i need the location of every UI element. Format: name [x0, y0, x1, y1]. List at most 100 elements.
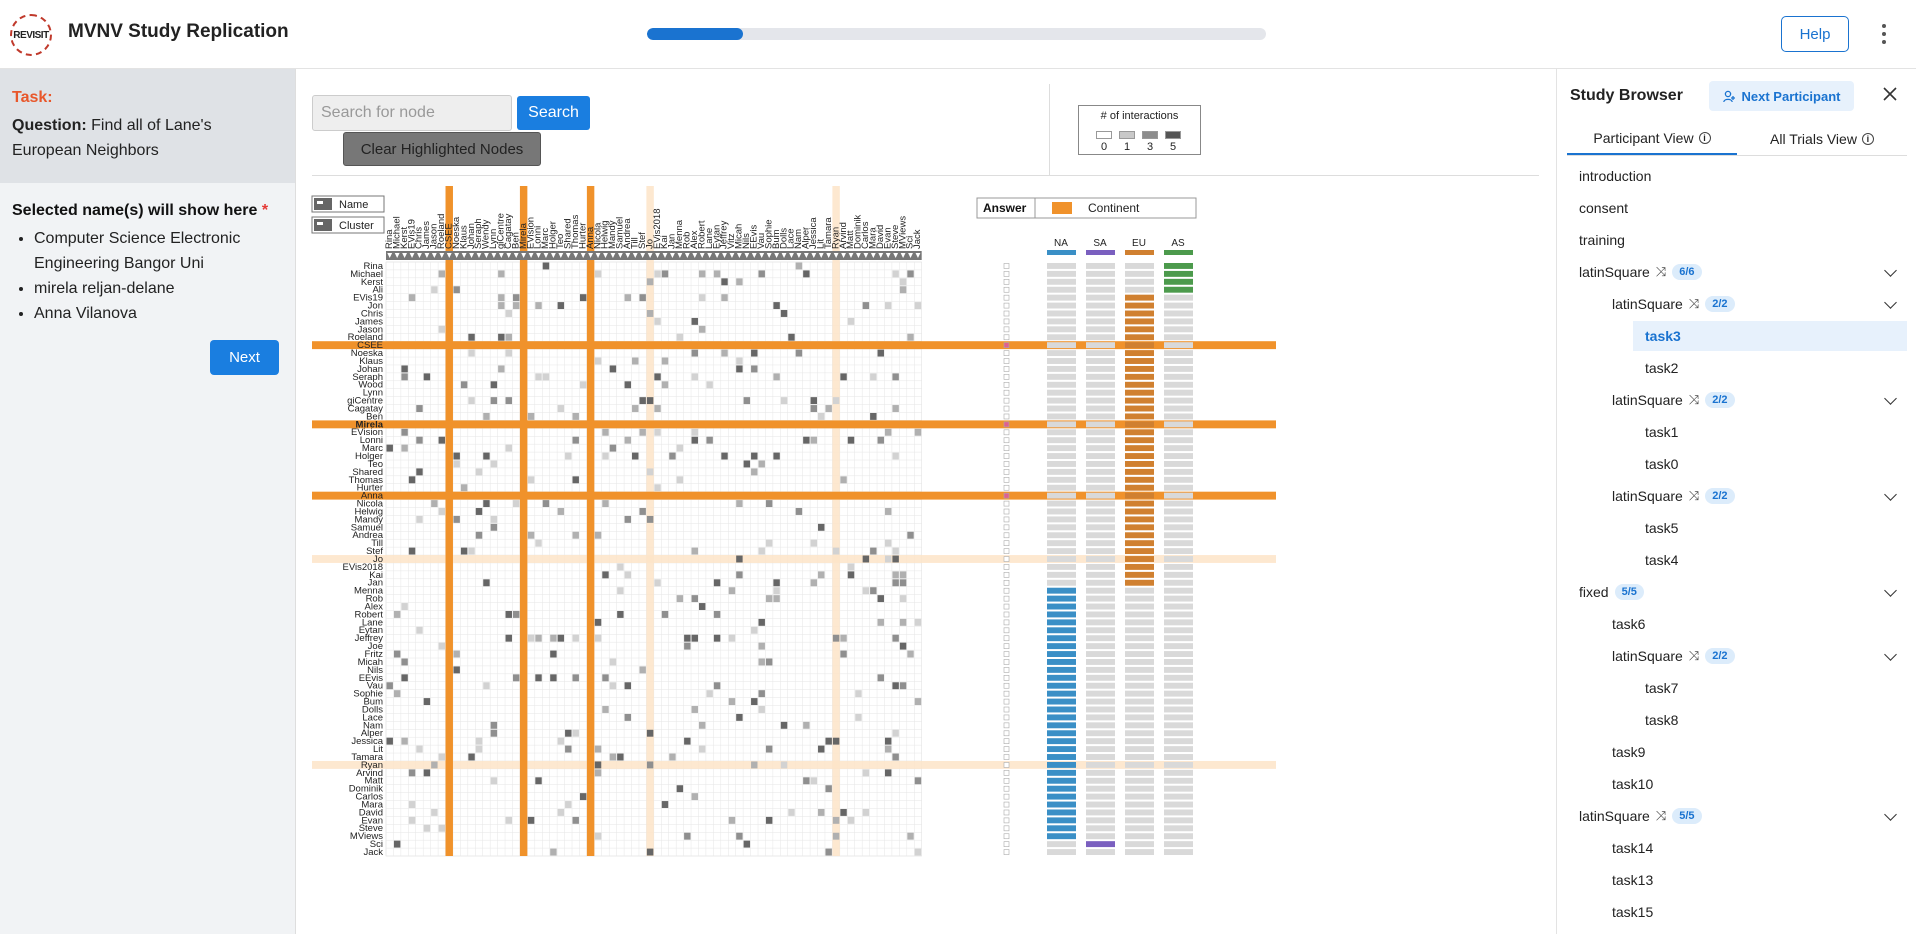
answer-checkbox[interactable] — [1003, 595, 1010, 602]
answer-checkbox[interactable] — [1003, 302, 1010, 309]
answer-checkbox[interactable] — [1003, 603, 1010, 610]
study-tree-item[interactable]: task15 — [1567, 897, 1907, 927]
answer-checkbox[interactable] — [1003, 540, 1010, 547]
study-tree-item[interactable]: task8 — [1567, 705, 1907, 735]
answer-checkbox[interactable] — [1003, 469, 1010, 475]
answer-checkbox[interactable] — [1003, 318, 1010, 325]
answer-checkbox[interactable] — [1003, 698, 1010, 705]
answer-checkbox[interactable] — [1003, 587, 1010, 594]
answer-checkbox[interactable] — [1003, 366, 1010, 372]
tab-all-trials-view[interactable]: All Trials View i — [1737, 123, 1907, 155]
study-tree-item[interactable]: task1 — [1567, 417, 1907, 447]
answer-checkbox[interactable] — [1003, 421, 1010, 428]
answer-checkbox[interactable] — [1003, 445, 1010, 451]
answer-checkbox[interactable] — [1003, 762, 1010, 768]
answer-checkbox[interactable] — [1003, 508, 1010, 515]
answer-checkbox[interactable] — [1003, 334, 1010, 341]
answer-checkbox[interactable] — [1003, 801, 1010, 808]
answer-checkbox[interactable] — [1003, 564, 1010, 570]
answer-checkbox[interactable] — [1003, 627, 1010, 634]
chevron-down-icon[interactable] — [1884, 648, 1897, 661]
answer-checkbox[interactable] — [1003, 484, 1010, 491]
chevron-down-icon[interactable] — [1884, 584, 1897, 597]
answer-checkbox[interactable] — [1003, 556, 1010, 562]
chevron-down-icon[interactable] — [1884, 264, 1897, 277]
answer-checkbox[interactable] — [1003, 841, 1010, 847]
study-tree-item[interactable]: latinSquare ⤨ 2/2 — [1567, 641, 1907, 671]
study-tree-item[interactable]: latinSquare ⤨ 5/5 — [1567, 801, 1907, 831]
study-tree-item[interactable]: task10 — [1567, 769, 1907, 799]
answer-checkbox[interactable] — [1003, 611, 1010, 618]
adjacency-matrix[interactable]: RinaMichaelKerstAliEVis19JonChrisJamesJa… — [0, 0, 1300, 934]
next-button[interactable]: Next — [210, 340, 279, 375]
chevron-down-icon[interactable] — [1884, 808, 1897, 821]
answer-checkbox[interactable] — [1003, 682, 1010, 689]
answer-checkbox[interactable] — [1003, 381, 1010, 388]
answer-checkbox[interactable] — [1003, 579, 1010, 586]
answer-checkbox[interactable] — [1003, 793, 1010, 800]
answer-checkbox[interactable] — [1003, 461, 1010, 467]
study-tree-item[interactable]: task2 — [1567, 353, 1907, 383]
answer-checkbox[interactable] — [1003, 643, 1010, 649]
study-tree-item[interactable]: task0 — [1567, 449, 1907, 479]
answer-checkbox[interactable] — [1003, 572, 1010, 578]
answer-checkbox[interactable] — [1003, 294, 1010, 301]
answer-checkbox[interactable] — [1003, 714, 1010, 721]
answer-checkbox[interactable] — [1003, 706, 1010, 713]
answer-checkbox[interactable] — [1003, 770, 1010, 776]
study-tree-item[interactable]: task5 — [1567, 513, 1907, 543]
answer-checkbox[interactable] — [1003, 437, 1010, 444]
study-tree-item[interactable]: latinSquare ⤨ 6/6 — [1567, 257, 1907, 287]
answer-checkbox[interactable] — [1003, 492, 1010, 499]
answer-checkbox[interactable] — [1003, 849, 1010, 855]
study-tree-item[interactable]: latinSquare ⤨ 2/2 — [1567, 385, 1907, 415]
help-button[interactable]: Help — [1781, 16, 1849, 52]
answer-checkbox[interactable] — [1003, 477, 1010, 483]
chevron-down-icon[interactable] — [1884, 488, 1897, 501]
answer-checkbox[interactable] — [1003, 825, 1010, 832]
study-tree-item[interactable]: task3 — [1633, 321, 1907, 351]
answer-checkbox[interactable] — [1003, 429, 1010, 436]
answer-checkbox[interactable] — [1003, 342, 1010, 349]
study-tree-item[interactable]: task7 — [1567, 673, 1907, 703]
answer-checkbox[interactable] — [1003, 358, 1010, 364]
study-tree-item[interactable]: task6 — [1567, 609, 1907, 639]
answer-checkbox[interactable] — [1003, 785, 1010, 792]
more-options-icon[interactable] — [1872, 20, 1896, 48]
answer-checkbox[interactable] — [1003, 833, 1010, 840]
answer-checkbox[interactable] — [1003, 690, 1010, 697]
answer-checkbox[interactable] — [1003, 263, 1010, 269]
study-tree-item[interactable]: latinSquare ⤨ 2/2 — [1567, 289, 1907, 319]
chevron-down-icon[interactable] — [1884, 296, 1897, 309]
answer-checkbox[interactable] — [1003, 500, 1010, 507]
study-tree-item[interactable]: latinSquare ⤨ 2/2 — [1567, 481, 1907, 511]
study-tree-item[interactable]: task13 — [1567, 865, 1907, 895]
study-tree-item[interactable]: introduction — [1567, 161, 1907, 191]
chevron-down-icon[interactable] — [1884, 392, 1897, 405]
answer-checkbox[interactable] — [1003, 326, 1010, 333]
answer-checkbox[interactable] — [1003, 809, 1010, 816]
answer-checkbox[interactable] — [1003, 777, 1010, 784]
answer-checkbox[interactable] — [1003, 730, 1010, 737]
answer-checkbox[interactable] — [1003, 279, 1010, 285]
study-tree-item[interactable]: training — [1567, 225, 1907, 255]
answer-checkbox[interactable] — [1003, 817, 1010, 824]
answer-checkbox[interactable] — [1003, 374, 1010, 380]
answer-checkbox[interactable] — [1003, 659, 1010, 665]
clear-highlighted-nodes-button[interactable]: Clear Highlighted Nodes — [343, 132, 541, 166]
answer-checkbox[interactable] — [1003, 453, 1010, 459]
answer-checkbox[interactable] — [1003, 524, 1010, 531]
answer-checkbox[interactable] — [1003, 651, 1010, 657]
study-tree-item[interactable]: fixed 5/5 — [1567, 577, 1907, 607]
answer-checkbox[interactable] — [1003, 532, 1010, 539]
answer-checkbox[interactable] — [1003, 413, 1010, 420]
answer-checkbox[interactable] — [1003, 667, 1010, 673]
answer-checkbox[interactable] — [1003, 754, 1010, 760]
answer-checkbox[interactable] — [1003, 310, 1010, 317]
answer-checkbox[interactable] — [1003, 738, 1010, 745]
answer-checkbox[interactable] — [1003, 746, 1010, 752]
answer-checkbox[interactable] — [1003, 722, 1010, 729]
answer-checkbox[interactable] — [1003, 675, 1010, 681]
study-tree-item[interactable]: task4 — [1567, 545, 1907, 575]
answer-checkbox[interactable] — [1003, 397, 1010, 404]
